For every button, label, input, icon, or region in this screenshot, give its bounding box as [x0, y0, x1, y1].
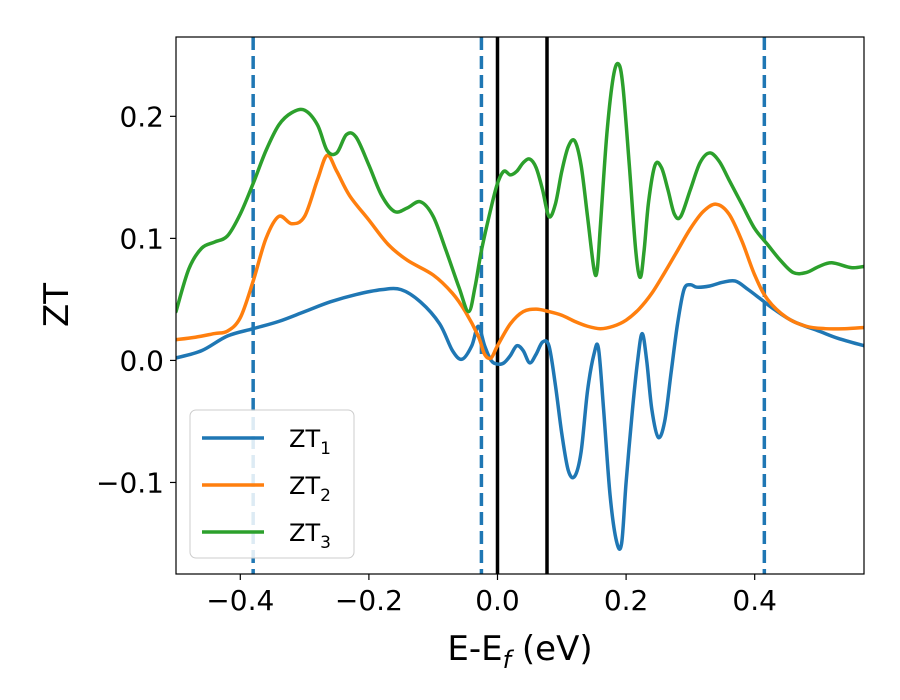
x-tick-label: 0.4: [732, 584, 777, 617]
legend-label: ZT1: [289, 425, 331, 459]
legend-entry-zt3: ZT3: [202, 519, 331, 553]
series-line-zt3: [176, 61, 864, 314]
series-line-zt2: [176, 153, 864, 361]
x-axis-label: E-Ef (eV): [447, 629, 592, 674]
y-tick-label: 0.0: [119, 344, 164, 377]
legend: ZT1 ZT2 ZT3: [189, 409, 355, 559]
series-line-zt1: [176, 278, 864, 551]
x-tick-label: 0.0: [475, 584, 520, 617]
series-lines: [176, 61, 864, 551]
legend-label: ZT3: [289, 519, 331, 553]
y-tick-label: 0.2: [119, 100, 164, 133]
y-axis-label: ZT: [37, 283, 77, 327]
x-axis-ticks: −0.4 −0.2 0.0 0.2 0.4: [206, 574, 777, 617]
plot-frame: [175, 36, 865, 575]
legend-label: ZT2: [289, 472, 331, 506]
legend-entry-zt2: ZT2: [202, 472, 331, 506]
x-tick-label: −0.2: [335, 584, 403, 617]
x-tick-label: −0.4: [206, 584, 274, 617]
y-tick-label: 0.1: [119, 222, 164, 255]
x-tick-label: 0.2: [604, 584, 649, 617]
legend-box: [189, 409, 355, 559]
plot-area: [176, 37, 864, 574]
legend-entry-zt1: ZT1: [202, 425, 331, 459]
y-axis-ticks: −0.1 0.0 0.1 0.2: [96, 100, 176, 499]
legend-entries: ZT1 ZT2 ZT3: [202, 425, 331, 553]
y-tick-label: −0.1: [96, 466, 164, 499]
